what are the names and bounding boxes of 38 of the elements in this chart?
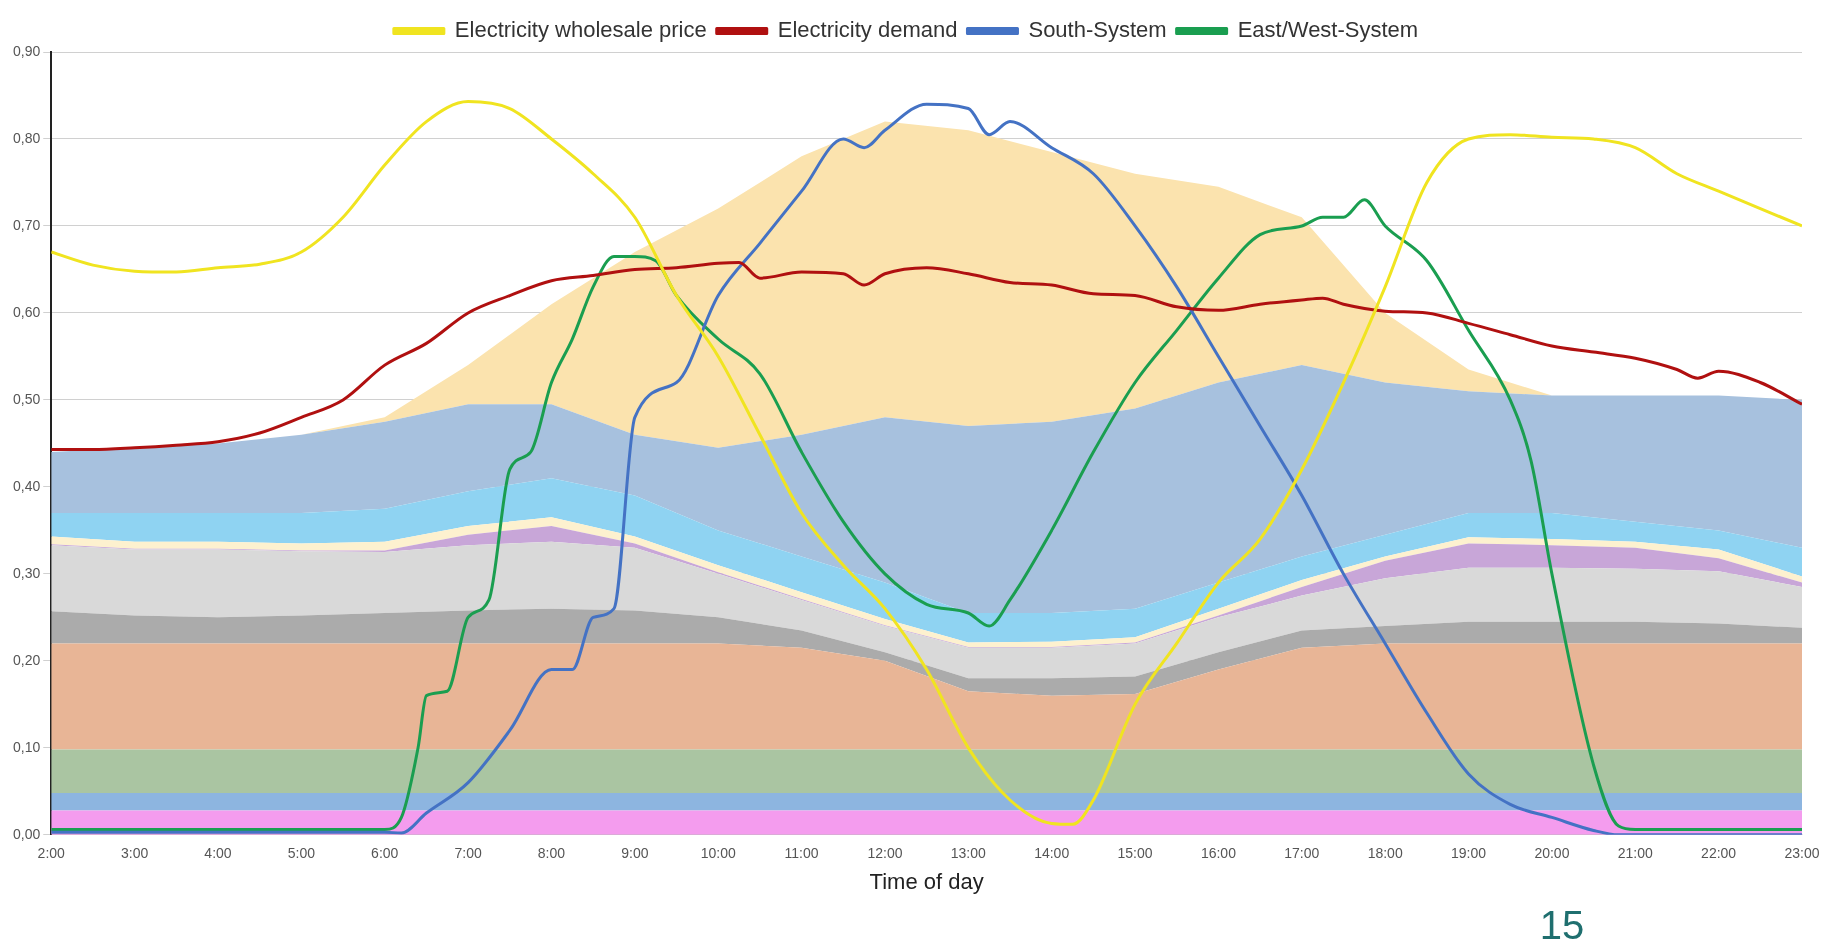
- x-tick-label: 4:00: [204, 845, 232, 862]
- y-tick-label: 0,70: [13, 216, 41, 233]
- x-tick-label: 7:00: [454, 845, 482, 862]
- x-tick-label: 22:00: [1701, 845, 1737, 862]
- x-tick-label: 17:00: [1284, 845, 1320, 862]
- x-tick-label: 9:00: [621, 845, 649, 862]
- x-tick-label: 16:00: [1200, 845, 1237, 862]
- y-tick-label: 0,10: [13, 738, 41, 755]
- y-tick-label: 0,50: [13, 390, 41, 407]
- x-tick-label: 18:00: [1367, 845, 1403, 862]
- y-tick-label: 0,20: [13, 651, 41, 668]
- legend-label: East/West-System: [1237, 17, 1419, 43]
- legend-label: South-System: [1028, 17, 1167, 43]
- y-tick-label: 0,30: [13, 564, 41, 581]
- legend-label: Electricity demand: [777, 17, 958, 43]
- legend-label: Electricity wholesale price: [454, 17, 707, 43]
- x-tick-label: 8:00: [537, 845, 566, 862]
- x-tick-label: 14:00: [1034, 845, 1070, 862]
- x-tick-label: 15:00: [1117, 845, 1153, 862]
- y-tick-label: 0,40: [13, 477, 41, 494]
- x-axis-title: Time of day: [869, 868, 984, 894]
- y-tick-label: 0,60: [13, 303, 41, 320]
- text: 15: [1539, 903, 1585, 948]
- x-tick-label: 19:00: [1451, 845, 1487, 862]
- x-tick-label: 2:00: [37, 845, 66, 862]
- x-tick-label: 6:00: [371, 845, 399, 862]
- x-tick-label: 5:00: [287, 845, 316, 862]
- x-tick-label: 23:00: [1784, 845, 1820, 862]
- y-tick-label: 0,80: [13, 129, 41, 146]
- x-tick-label: 12:00: [867, 845, 903, 862]
- x-tick-label: 3:00: [120, 845, 149, 862]
- x-tick-label: 13:00: [950, 845, 987, 862]
- x-tick-label: 11:00: [784, 845, 819, 862]
- x-tick-label: 20:00: [1534, 845, 1570, 862]
- y-tick-label: 0,00: [13, 825, 41, 842]
- x-tick-label: 21:00: [1617, 845, 1653, 862]
- x-tick-label: 10:00: [700, 845, 736, 862]
- y-tick-label: 0,90: [13, 42, 41, 59]
